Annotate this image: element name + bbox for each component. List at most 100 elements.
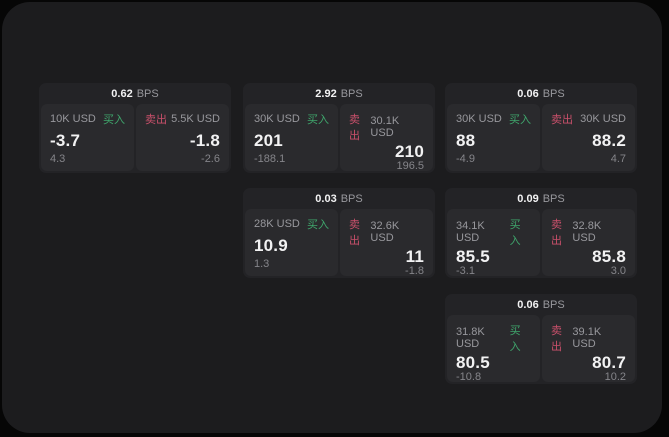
sell-size-label: 30K USD <box>580 113 626 125</box>
sell-quote-tile[interactable]: 卖出 5.5K USD -1.8 -2.6 <box>136 104 229 171</box>
card-body: 34.1K USD 买入 85.5 -3.1 卖出 32.8K USD 85.8… <box>445 209 637 278</box>
bps-value: 0.09 <box>517 192 539 205</box>
buy-top-row: 34.1K USD 买入 <box>456 216 531 248</box>
bps-unit-label: BPS <box>542 192 565 205</box>
sell-quote-tile[interactable]: 卖出 39.1K USD 80.7 10.2 <box>542 315 635 383</box>
buy-side-label: 买入 <box>509 219 521 247</box>
buy-top-row: 30K USD 买入 <box>254 111 329 127</box>
card-body: 28K USD 买入 10.9 1.3 卖出 32.6K USD 11 -1.8 <box>243 209 435 278</box>
card-body: 30K USD 买入 201 -188.1 卖出 30.1K USD 210 1… <box>243 104 435 173</box>
sell-price-value: 85.8 <box>592 247 626 266</box>
buy-top-row: 10K USD 买入 <box>50 111 125 127</box>
buy-size-label: 10K USD <box>50 113 96 125</box>
sell-secondary-value: 4.7 <box>610 153 626 165</box>
sell-quote-tile[interactable]: 卖出 32.8K USD 85.8 3.0 <box>542 209 635 277</box>
sell-quote-tile[interactable]: 卖出 32.6K USD 11 -1.8 <box>340 209 433 277</box>
buy-price-value: -3.7 <box>50 130 81 150</box>
buy-secondary-value: -188.1 <box>254 153 286 165</box>
bps-value: 0.06 <box>517 87 539 100</box>
buy-secondary-value: 1.3 <box>254 258 270 270</box>
bps-value: 0.62 <box>111 87 133 100</box>
buy-quote-tile[interactable]: 34.1K USD 买入 85.5 -3.1 <box>447 209 540 277</box>
bps-unit-label: BPS <box>542 298 565 311</box>
quote-card: 0.03 BPS 28K USD 买入 10.9 1.3 卖出 32.6K US… <box>243 188 435 278</box>
sell-side-label: 卖出 <box>551 114 573 126</box>
buy-secondary-value: -4.9 <box>456 153 475 165</box>
sell-top-row: 卖出 32.6K USD <box>349 216 424 248</box>
sell-size-label: 5.5K USD <box>171 113 220 125</box>
quote-card: 2.92 BPS 30K USD 买入 201 -188.1 卖出 30.1K … <box>243 83 435 173</box>
sell-side-label: 卖出 <box>349 219 360 247</box>
sell-price-value: -1.8 <box>189 130 220 150</box>
sell-top-row: 卖出 30.1K USD <box>349 111 424 143</box>
sell-size-label: 32.8K USD <box>572 220 602 244</box>
buy-quote-tile[interactable]: 31.8K USD 买入 80.5 -10.8 <box>447 315 540 383</box>
buy-side-label: 买入 <box>509 114 531 126</box>
card-body: 10K USD 买入 -3.7 4.3 卖出 5.5K USD -1.8 -2.… <box>39 104 231 173</box>
quote-card: 0.62 BPS 10K USD 买入 -3.7 4.3 卖出 5.5K USD <box>39 83 231 173</box>
bps-unit-label: BPS <box>542 87 565 100</box>
card-header: 0.09 BPS <box>445 188 637 209</box>
sell-size-label: 39.1K USD <box>572 326 602 350</box>
sell-top-row: 卖出 32.8K USD <box>551 216 626 248</box>
sell-price-value: 80.7 <box>592 353 626 372</box>
buy-side-label: 买入 <box>307 219 329 231</box>
buy-size-label: 30K USD <box>456 113 502 125</box>
buy-price-value: 10.9 <box>254 235 288 255</box>
sell-secondary-value: -1.8 <box>405 265 424 277</box>
sell-side-label: 卖出 <box>349 114 360 142</box>
sell-side-label: 卖出 <box>551 219 562 247</box>
sell-quote-tile[interactable]: 卖出 30.1K USD 210 196.5 <box>340 104 433 172</box>
card-header: 0.03 BPS <box>243 188 435 209</box>
sell-price-value: 210 <box>395 142 424 161</box>
main-panel: 0.62 BPS 10K USD 买入 -3.7 4.3 卖出 5.5K USD <box>2 2 662 433</box>
buy-quote-tile[interactable]: 30K USD 买入 88 -4.9 <box>447 104 540 171</box>
buy-secondary-value: -3.1 <box>456 265 475 277</box>
buy-size-label: 34.1K USD <box>456 220 485 244</box>
sell-secondary-value: 10.2 <box>604 371 626 383</box>
buy-quote-tile[interactable]: 28K USD 买入 10.9 1.3 <box>245 209 338 276</box>
buy-quote-tile[interactable]: 10K USD 买入 -3.7 4.3 <box>41 104 134 171</box>
sell-top-row: 卖出 5.5K USD <box>145 111 220 127</box>
sell-size-label: 30.1K USD <box>370 115 400 139</box>
buy-size-label: 30K USD <box>254 113 300 125</box>
buy-price-value: 201 <box>254 130 283 150</box>
sell-quote-tile[interactable]: 卖出 30K USD 88.2 4.7 <box>542 104 635 171</box>
bps-value: 0.06 <box>517 298 539 311</box>
buy-side-label: 买入 <box>509 325 521 353</box>
quote-card: 0.06 BPS 30K USD 买入 88 -4.9 卖出 30K USD <box>445 83 637 173</box>
quote-card: 0.09 BPS 34.1K USD 买入 85.5 -3.1 卖出 32.8K… <box>445 188 637 278</box>
sell-secondary-value: -2.6 <box>201 153 220 165</box>
card-header: 0.06 BPS <box>445 83 637 104</box>
buy-side-label: 买入 <box>103 114 125 126</box>
buy-size-label: 28K USD <box>254 218 300 230</box>
bps-unit-label: BPS <box>136 87 159 100</box>
sell-secondary-value: 196.5 <box>396 160 424 172</box>
buy-secondary-value: -10.8 <box>456 371 482 383</box>
card-body: 30K USD 买入 88 -4.9 卖出 30K USD 88.2 4.7 <box>445 104 637 173</box>
sell-secondary-value: 3.0 <box>610 265 626 277</box>
card-header: 0.06 BPS <box>445 294 637 315</box>
buy-side-label: 买入 <box>307 114 329 126</box>
buy-price-value: 88 <box>456 130 476 150</box>
bps-unit-label: BPS <box>340 192 363 205</box>
card-header: 0.62 BPS <box>39 83 231 104</box>
buy-top-row: 31.8K USD 买入 <box>456 322 531 354</box>
buy-price-value: 85.5 <box>456 247 490 266</box>
sell-price-value: 11 <box>405 247 424 266</box>
sell-top-row: 卖出 30K USD <box>551 111 626 127</box>
sell-top-row: 卖出 39.1K USD <box>551 322 626 354</box>
bps-value: 0.03 <box>315 192 337 205</box>
card-header: 2.92 BPS <box>243 83 435 104</box>
sell-side-label: 卖出 <box>145 114 167 126</box>
buy-price-value: 80.5 <box>456 353 490 372</box>
bps-value: 2.92 <box>315 87 337 100</box>
card-body: 31.8K USD 买入 80.5 -10.8 卖出 39.1K USD 80.… <box>445 315 637 384</box>
sell-size-label: 32.6K USD <box>370 220 400 244</box>
sell-side-label: 卖出 <box>551 325 562 353</box>
buy-quote-tile[interactable]: 30K USD 买入 201 -188.1 <box>245 104 338 171</box>
quote-card: 0.06 BPS 31.8K USD 买入 80.5 -10.8 卖出 39.1… <box>445 294 637 384</box>
buy-size-label: 31.8K USD <box>456 326 485 350</box>
buy-top-row: 28K USD 买入 <box>254 216 329 232</box>
bps-unit-label: BPS <box>340 87 363 100</box>
